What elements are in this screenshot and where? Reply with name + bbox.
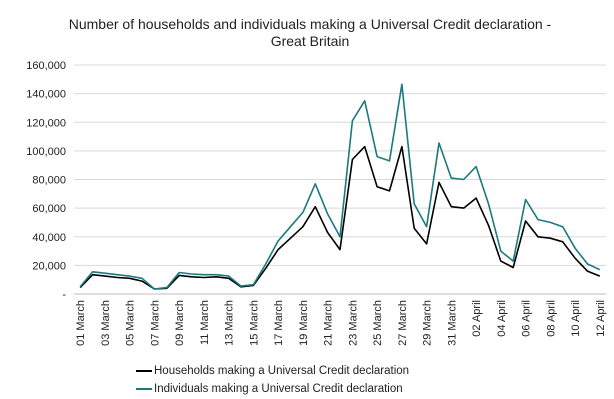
y-tick-label: - (62, 289, 66, 301)
legend-swatch-households (136, 370, 152, 372)
legend-item-individuals: Individuals making a Universal Credit de… (136, 380, 409, 398)
y-tick-label: 140,000 (26, 89, 66, 101)
legend: Households making a Universal Credit dec… (136, 362, 409, 398)
y-tick-label: 160,000 (26, 60, 66, 72)
y-tick-label: 40,000 (32, 232, 66, 244)
x-tick-label: 01 March (75, 300, 87, 346)
x-tick-label: 12 April (595, 300, 607, 337)
x-tick-label: 08 April (545, 300, 557, 337)
x-tick-label: 31 March (446, 300, 458, 346)
x-tick-label: 29 March (422, 300, 434, 346)
x-tick-label: 19 March (298, 300, 310, 346)
x-tick-label: 17 March (273, 300, 285, 346)
y-tick-label: 80,000 (32, 175, 66, 187)
x-tick-label: 02 April (471, 300, 483, 337)
x-tick-label: 04 April (496, 300, 508, 337)
series-line-1 (79, 83, 601, 290)
x-tick-label: 15 March (248, 300, 260, 346)
x-tick-label: 09 March (174, 300, 186, 346)
x-tick-label: 10 April (570, 300, 582, 337)
y-tick-label: 100,000 (26, 146, 66, 158)
y-tick-label: 20,000 (32, 260, 66, 272)
x-tick-label: 06 April (521, 300, 533, 337)
x-tick-label: 27 March (397, 300, 409, 346)
x-tick-label: 23 March (347, 300, 359, 346)
y-tick-label: 120,000 (26, 117, 66, 129)
x-tick-label: 11 March (199, 300, 211, 345)
x-tick-label: 21 March (323, 300, 335, 346)
y-tick-label: 60,000 (32, 203, 66, 215)
x-tick-label: 03 March (100, 300, 112, 346)
legend-swatch-individuals (136, 388, 152, 390)
x-tick-label: 25 March (372, 300, 384, 346)
x-tick-label: 13 March (224, 300, 236, 346)
legend-label-households: Households making a Universal Credit dec… (154, 365, 410, 377)
x-tick-label: 05 March (125, 300, 137, 346)
x-tick-label: 07 March (149, 300, 161, 346)
chart-title: Number of households and individuals mak… (68, 16, 552, 49)
legend-item-households: Households making a Universal Credit dec… (136, 362, 409, 380)
legend-label-individuals: Individuals making a Universal Credit de… (154, 383, 403, 395)
